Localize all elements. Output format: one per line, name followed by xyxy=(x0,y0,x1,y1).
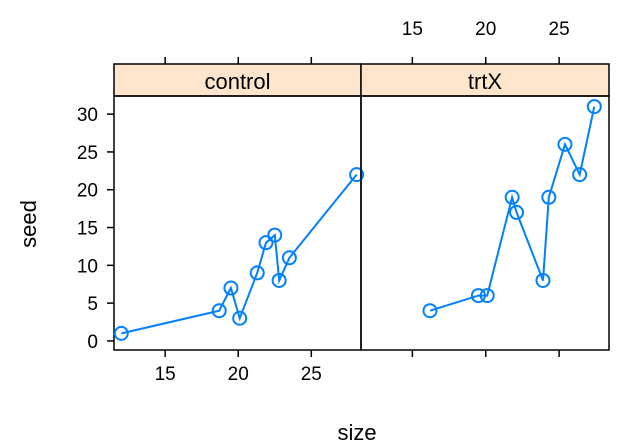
data-point-control xyxy=(249,265,265,281)
x-tick-label: 15 xyxy=(155,364,176,385)
data-point-control xyxy=(113,325,129,341)
data-point-control xyxy=(258,235,274,251)
y-tick-label: 15 xyxy=(77,219,98,240)
data-point-control xyxy=(267,227,283,243)
panel-frame-trtX xyxy=(360,95,610,351)
data-point-trtX xyxy=(572,167,588,183)
y-tick-label: 0 xyxy=(87,332,98,353)
data-point-trtX xyxy=(509,204,525,220)
x-tick-label: 25 xyxy=(549,19,570,40)
x-tick-label: 25 xyxy=(301,364,322,385)
data-point-trtX xyxy=(504,189,520,205)
data-point-trtX xyxy=(535,272,551,288)
strip-control xyxy=(113,63,362,97)
data-point-trtX xyxy=(422,303,438,319)
data-point-trtX xyxy=(557,136,573,152)
series-line-control xyxy=(121,173,358,335)
y-axis-title: seed xyxy=(16,200,41,248)
data-point-control xyxy=(271,272,287,288)
data-point-control xyxy=(232,310,248,326)
y-tick-label: 20 xyxy=(77,181,98,202)
series-line-trtX xyxy=(429,106,596,312)
strip-label-trtX: trtX xyxy=(468,69,503,94)
data-point-trtX xyxy=(586,99,602,115)
data-point-control xyxy=(349,167,365,183)
strip-label-control: control xyxy=(204,69,270,94)
x-tick-label: 20 xyxy=(228,364,249,385)
y-tick-label: 25 xyxy=(77,143,98,164)
data-point-trtX xyxy=(541,189,557,205)
data-point-trtX xyxy=(479,288,495,304)
data-point-control xyxy=(211,303,227,319)
data-point-control xyxy=(223,280,239,296)
x-axis-title: size xyxy=(337,420,376,445)
data-point-trtX xyxy=(470,288,486,304)
y-tick-label: 10 xyxy=(77,256,98,277)
y-tick-label: 30 xyxy=(77,105,98,126)
data-point-control xyxy=(281,250,297,266)
y-tick-label: 5 xyxy=(87,294,98,315)
x-tick-label: 15 xyxy=(402,19,423,40)
x-tick-label: 20 xyxy=(475,19,496,40)
